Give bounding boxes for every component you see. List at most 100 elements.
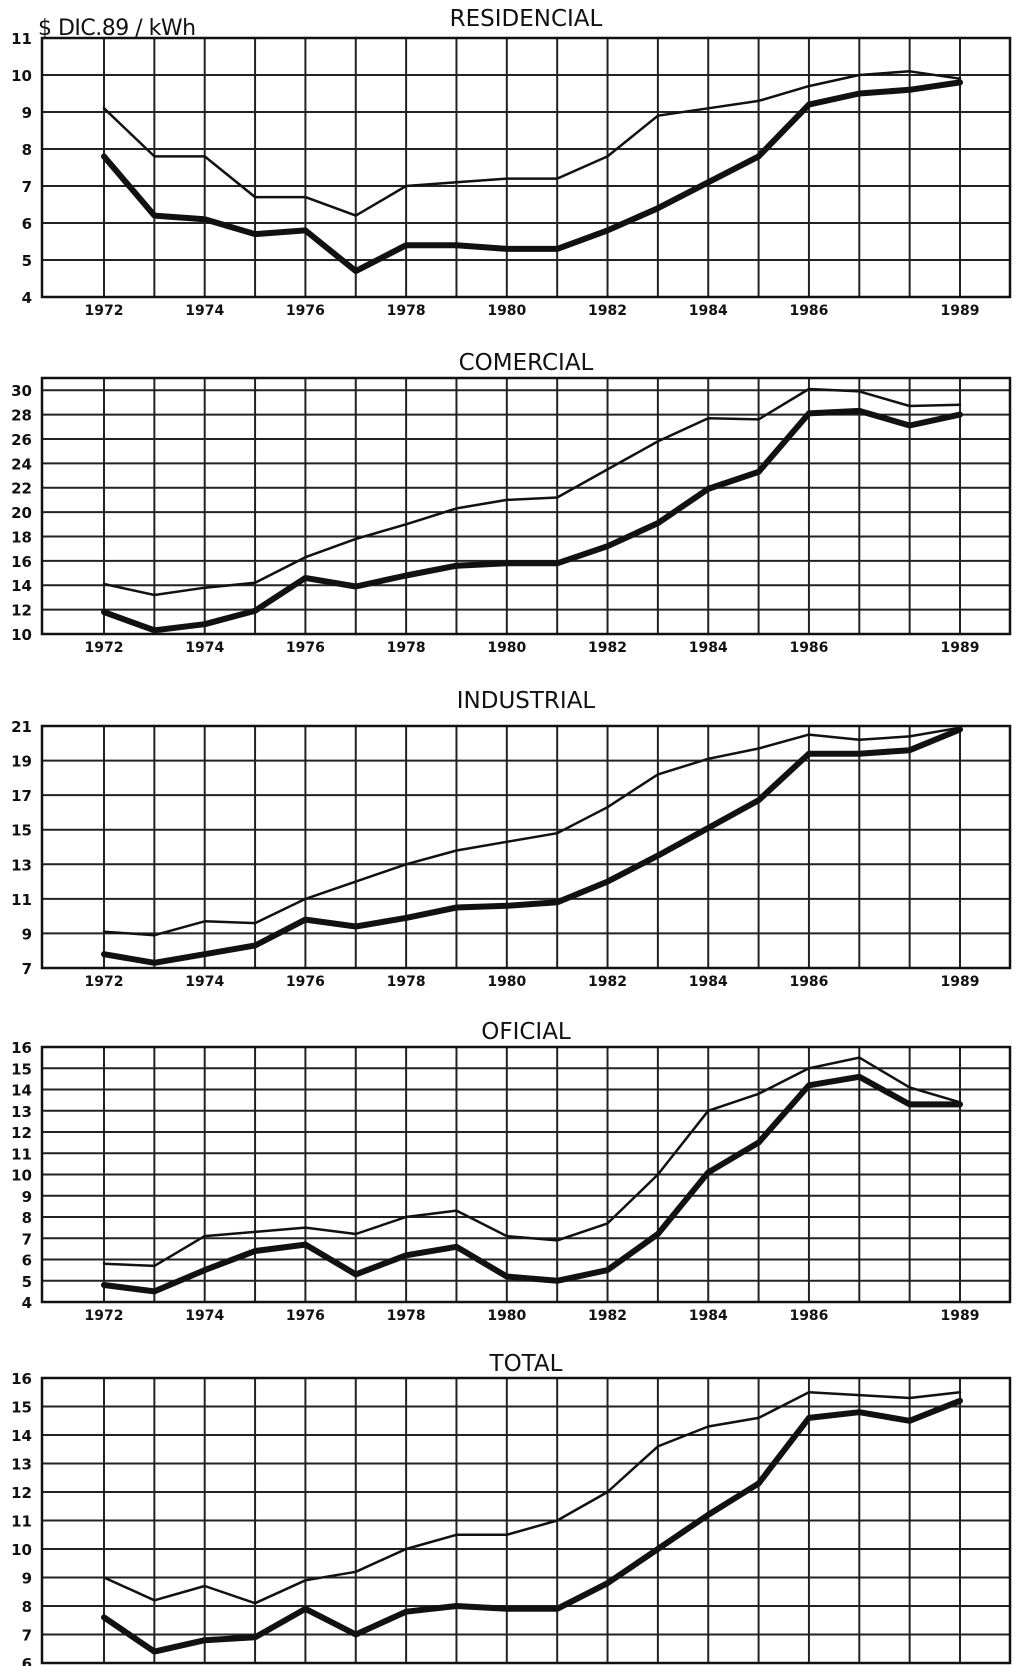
x-tick-label: 1982: [588, 640, 627, 656]
y-tick-label: 9: [22, 104, 32, 122]
y-tick-label: 7: [22, 960, 32, 978]
series-line-thick: [101, 726, 963, 966]
y-tick-label: 20: [11, 504, 32, 522]
series-line-thin: [102, 387, 962, 597]
y-tick-label: 18: [11, 528, 32, 546]
x-tick-label: 1976: [286, 974, 325, 990]
x-tick-label: 1986: [789, 303, 828, 319]
plot-frame: [40, 724, 1012, 970]
x-tick-label: 1986: [789, 640, 828, 656]
x-tick-label: 1974: [185, 303, 224, 319]
x-tick-label: 1974: [185, 974, 224, 990]
y-tick-label: 4: [22, 289, 32, 307]
x-tick-label: 1980: [487, 1308, 526, 1324]
y-tick-label: 7: [22, 1627, 32, 1645]
y-tick-label: 11: [11, 1513, 32, 1531]
series-line-thin: [102, 726, 962, 937]
y-tick-label: 12: [11, 1124, 32, 1142]
y-tick-label: 10: [11, 67, 32, 85]
x-tick-label: 1986: [789, 1308, 828, 1324]
series-line-thick: [101, 1073, 963, 1295]
chart-title: INDUSTRIAL: [457, 688, 596, 714]
y-tick-label: 9: [22, 925, 32, 943]
y-tick-label: 9: [22, 1570, 32, 1588]
x-tick-label: 1974: [185, 1308, 224, 1324]
x-tick-label: 1986: [789, 974, 828, 990]
x-tick-label: 1989: [941, 1308, 980, 1324]
y-tick-label: 8: [22, 1209, 32, 1227]
y-tick-label: 11: [11, 30, 32, 48]
y-tick-label: 28: [11, 407, 32, 425]
y-tick-label: 10: [11, 1541, 32, 1559]
x-tick-label: 1974: [185, 640, 224, 656]
x-tick-label: 1984: [689, 1308, 728, 1324]
y-tick-label: 6: [22, 1252, 32, 1270]
y-tick-label: 5: [22, 252, 32, 270]
y-tick-label: 16: [11, 1370, 32, 1388]
y-tick-label: 26: [11, 431, 32, 449]
x-tick-label: 1984: [689, 303, 728, 319]
y-tick-label: 10: [11, 1167, 32, 1185]
series-line-thick: [101, 407, 963, 634]
x-tick-label: 1989: [941, 303, 980, 319]
y-tick-label: 30: [11, 382, 32, 400]
y-tick-label: 6: [22, 215, 32, 233]
x-tick-label: 1978: [387, 303, 426, 319]
plot-frame: [40, 1376, 1012, 1665]
series-line-thin: [102, 70, 962, 217]
x-tick-label: 1972: [85, 640, 124, 656]
y-tick-label: 13: [11, 856, 32, 874]
x-tick-label: 1976: [286, 303, 325, 319]
y-tick-label: 15: [11, 1060, 32, 1078]
y-tick-label: 16: [11, 553, 32, 571]
y-tick-label: 24: [11, 455, 32, 473]
y-tick-label: 12: [11, 1484, 32, 1502]
y-tick-label: 5: [22, 1273, 32, 1291]
y-tick-label: 8: [22, 141, 32, 159]
plot-frame: [40, 1045, 1012, 1304]
y-tick-label: 10: [11, 626, 32, 644]
y-tick-label: 9: [22, 1188, 32, 1206]
y-tick-label: 22: [11, 480, 32, 498]
y-tick-label: 19: [11, 753, 32, 771]
series-line-thin: [102, 1056, 962, 1268]
x-tick-label: 1984: [689, 640, 728, 656]
y-tick-label: 4: [22, 1294, 32, 1312]
chart-title: TOTAL: [489, 1351, 563, 1377]
series-line-thick: [101, 1397, 963, 1655]
x-tick-label: 1978: [387, 640, 426, 656]
y-tick-label: 11: [11, 891, 32, 909]
y-tick-label: 7: [22, 1230, 32, 1248]
x-tick-label: 1989: [941, 640, 980, 656]
x-tick-label: 1978: [387, 974, 426, 990]
y-tick-label: 6: [22, 1655, 32, 1666]
y-tick-label: 14: [11, 577, 32, 595]
y-tick-label: 17: [11, 787, 32, 805]
x-tick-label: 1982: [588, 1308, 627, 1324]
x-tick-label: 1989: [941, 974, 980, 990]
x-tick-label: 1972: [85, 1308, 124, 1324]
y-tick-label: 14: [11, 1427, 32, 1445]
y-tick-label: 7: [22, 178, 32, 196]
x-tick-label: 1978: [387, 1308, 426, 1324]
x-tick-label: 1972: [85, 974, 124, 990]
y-tick-label: 15: [11, 822, 32, 840]
chart-title: RESIDENCIAL: [450, 6, 603, 32]
x-tick-label: 1980: [487, 974, 526, 990]
x-tick-label: 1980: [487, 640, 526, 656]
plot-frame: [40, 376, 1012, 636]
x-tick-label: 1972: [85, 303, 124, 319]
x-tick-label: 1982: [588, 303, 627, 319]
y-tick-label: 16: [11, 1039, 32, 1057]
x-tick-label: 1976: [286, 640, 325, 656]
y-tick-label: 13: [11, 1103, 32, 1121]
x-tick-label: 1980: [487, 303, 526, 319]
y-tick-label: 14: [11, 1082, 32, 1100]
y-tick-label: 21: [11, 718, 32, 736]
y-tick-label: 15: [11, 1399, 32, 1417]
plot-frame: [40, 36, 1012, 299]
y-tick-label: 11: [11, 1145, 32, 1163]
series-line-thin: [102, 1391, 962, 1605]
x-tick-label: 1984: [689, 974, 728, 990]
